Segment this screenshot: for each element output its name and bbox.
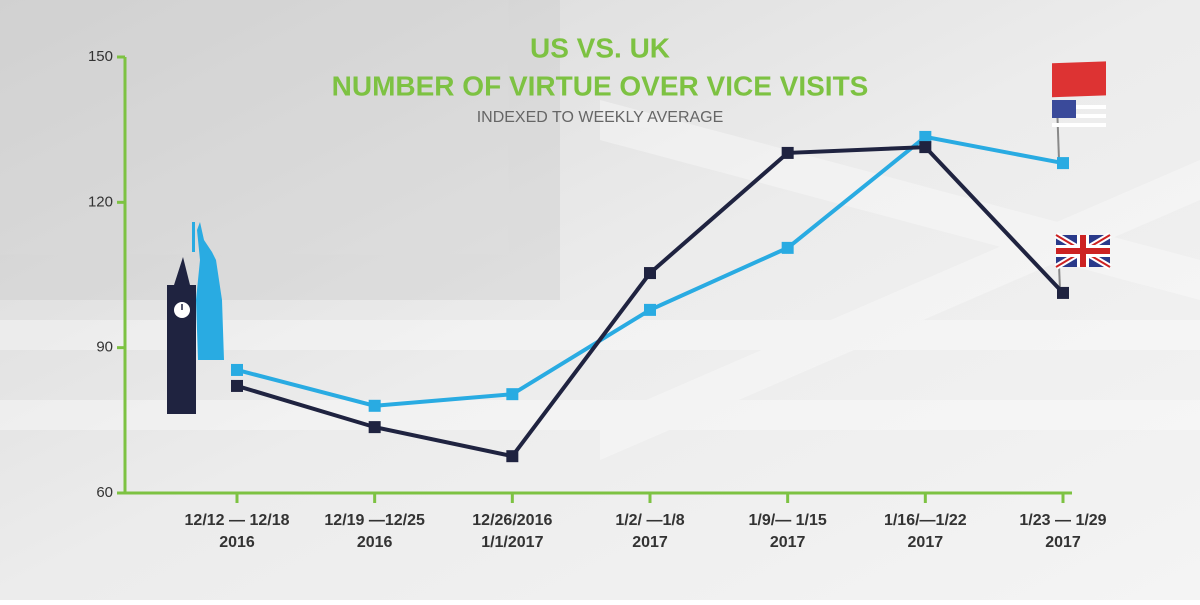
x-tick-label: 2017 xyxy=(770,534,806,551)
y-tick-label: 120 xyxy=(88,193,113,210)
x-tick-label: 1/23 — 1/29 xyxy=(1019,512,1106,529)
point xyxy=(919,141,932,154)
plot: 60 90 120 150 12/12 — 12/18 2016 12/19 —12/25 2… xyxy=(88,48,1107,551)
x-tick-label: 2016 xyxy=(219,534,255,551)
us-flag-icon xyxy=(1052,61,1106,161)
chart-note: INDEXED TO WEEKLY AVERAGE xyxy=(477,109,724,126)
point xyxy=(506,450,519,463)
point xyxy=(644,303,656,316)
point xyxy=(919,130,932,143)
chart-subtitle: NUMBER OF VIRTUE OVER VICE VISITS xyxy=(332,70,869,101)
landmarks-icon xyxy=(167,222,224,414)
point xyxy=(644,267,656,280)
point xyxy=(231,379,243,392)
x-tick-label: 12/19 —12/25 xyxy=(324,512,425,529)
point xyxy=(506,388,519,401)
x-tick-label: 1/16/—1/22 xyxy=(884,512,967,529)
x-tick-label: 2017 xyxy=(632,534,668,551)
y-tick-label: 60 xyxy=(96,484,113,501)
x-tick-label: 12/26/2016 xyxy=(472,512,552,529)
x-tick-label: 1/2/ —1/8 xyxy=(615,512,684,529)
y-tick-label: 90 xyxy=(96,339,113,356)
x-tick-label: 12/12 — 12/18 xyxy=(185,512,290,529)
uk-flag-icon xyxy=(1054,232,1112,291)
point xyxy=(1057,286,1069,299)
point xyxy=(781,241,794,254)
x-tick-label: 2016 xyxy=(357,534,393,551)
x-tick-label: 1/9/— 1/15 xyxy=(749,512,827,529)
flag-backdrop xyxy=(0,0,560,300)
chart-title: US VS. UK xyxy=(530,32,670,63)
point xyxy=(231,363,243,376)
point xyxy=(1057,157,1069,170)
x-tick-label: 2017 xyxy=(908,534,944,551)
y-tick-label: 150 xyxy=(88,48,113,65)
point xyxy=(368,399,381,412)
x-tick-label: 2017 xyxy=(1045,534,1081,551)
point xyxy=(368,421,381,434)
x-tick-label: 1/1/2017 xyxy=(481,534,543,551)
point xyxy=(781,146,794,159)
